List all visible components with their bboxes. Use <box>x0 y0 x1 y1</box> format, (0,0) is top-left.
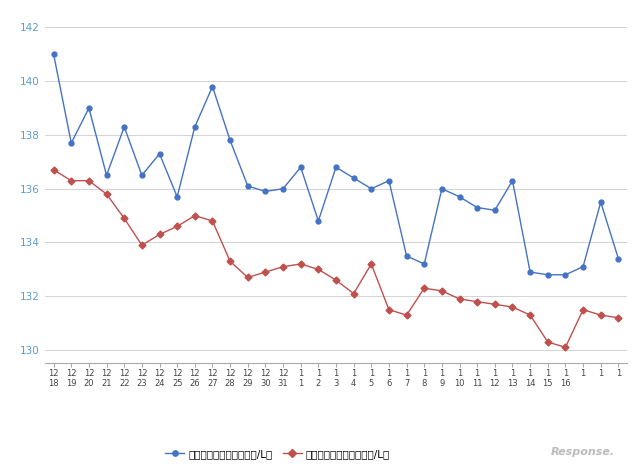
レギュラー実売価格（円/L） <box>438 288 445 294</box>
レギュラー実売価格（円/L） <box>173 224 181 229</box>
レギュラー看板価格（円/L） <box>438 186 445 192</box>
レギュラー看板価格（円/L） <box>173 194 181 199</box>
レギュラー実売価格（円/L） <box>262 269 269 275</box>
レギュラー看板価格（円/L） <box>332 164 340 170</box>
レギュラー看板価格（円/L） <box>350 175 358 181</box>
レギュラー実売価格（円/L） <box>120 215 128 221</box>
レギュラー看板価格（円/L） <box>614 256 622 261</box>
レギュラー実売価格（円/L） <box>156 232 163 237</box>
レギュラー実売価格（円/L） <box>456 296 463 302</box>
レギュラー実売価格（円/L） <box>491 302 499 307</box>
レギュラー看板価格（円/L） <box>244 183 252 189</box>
レギュラー看板価格（円/L） <box>314 218 322 224</box>
レギュラー実売価格（円/L） <box>403 312 410 318</box>
レギュラー実売価格（円/L） <box>509 304 516 310</box>
レギュラー看板価格（円/L） <box>227 137 234 143</box>
レギュラー実売価格（円/L） <box>85 178 93 184</box>
レギュラー実売価格（円/L） <box>332 277 340 283</box>
レギュラー実売価格（円/L） <box>367 261 375 267</box>
レギュラー看板価格（円/L） <box>579 264 587 269</box>
レギュラー看板価格（円/L） <box>526 269 534 275</box>
レギュラー実売価格（円/L） <box>597 312 605 318</box>
レギュラー実売価格（円/L） <box>209 218 216 224</box>
レギュラー実売価格（円/L） <box>314 267 322 272</box>
レギュラー看板価格（円/L） <box>67 140 75 146</box>
レギュラー実売価格（円/L） <box>614 315 622 321</box>
レギュラー看板価格（円/L） <box>209 84 216 89</box>
レギュラー実売価格（円/L） <box>50 167 58 173</box>
Line: レギュラー実売価格（円/L）: レギュラー実売価格（円/L） <box>51 167 621 350</box>
レギュラー看板価格（円/L） <box>262 189 269 194</box>
Text: Response.: Response. <box>550 447 614 457</box>
レギュラー看板価格（円/L） <box>50 52 58 57</box>
レギュラー看板価格（円/L） <box>456 194 463 199</box>
レギュラー看板価格（円/L） <box>297 164 305 170</box>
レギュラー看板価格（円/L） <box>491 207 499 213</box>
レギュラー看板価格（円/L） <box>597 199 605 205</box>
レギュラー実売価格（円/L） <box>103 192 111 197</box>
レギュラー実売価格（円/L） <box>420 285 428 291</box>
レギュラー看板価格（円/L） <box>544 272 552 278</box>
レギュラー看板価格（円/L） <box>403 253 410 259</box>
レギュラー看板価格（円/L） <box>191 124 198 130</box>
レギュラー実売価格（円/L） <box>579 307 587 313</box>
レギュラー看板価格（円/L） <box>509 178 516 184</box>
レギュラー看板価格（円/L） <box>85 105 93 111</box>
レギュラー実売価格（円/L） <box>67 178 75 184</box>
レギュラー看板価格（円/L） <box>138 172 146 178</box>
レギュラー看板価格（円/L） <box>385 178 393 184</box>
レギュラー実売価格（円/L） <box>138 242 146 248</box>
レギュラー看板価格（円/L） <box>367 186 375 192</box>
レギュラー実売価格（円/L） <box>561 344 569 350</box>
レギュラー実売価格（円/L） <box>297 261 305 267</box>
レギュラー看板価格（円/L） <box>474 205 481 210</box>
レギュラー実売価格（円/L） <box>191 213 198 219</box>
レギュラー看板価格（円/L） <box>120 124 128 130</box>
レギュラー実売価格（円/L） <box>385 307 393 313</box>
レギュラー実売価格（円/L） <box>526 312 534 318</box>
Legend: レギュラー看板価格（円/L）, レギュラー実売価格（円/L）: レギュラー看板価格（円/L）, レギュラー実売価格（円/L） <box>161 445 394 463</box>
レギュラー看板価格（円/L） <box>561 272 569 278</box>
レギュラー実売価格（円/L） <box>279 264 287 269</box>
レギュラー実売価格（円/L） <box>350 291 358 296</box>
レギュラー看板価格（円/L） <box>420 261 428 267</box>
レギュラー看板価格（円/L） <box>103 172 111 178</box>
レギュラー実売価格（円/L） <box>227 259 234 264</box>
レギュラー看板価格（円/L） <box>156 151 163 157</box>
レギュラー実売価格（円/L） <box>474 299 481 304</box>
レギュラー実売価格（円/L） <box>544 339 552 345</box>
レギュラー実売価格（円/L） <box>244 274 252 280</box>
Line: レギュラー看板価格（円/L）: レギュラー看板価格（円/L） <box>51 52 621 277</box>
レギュラー看板価格（円/L） <box>279 186 287 192</box>
